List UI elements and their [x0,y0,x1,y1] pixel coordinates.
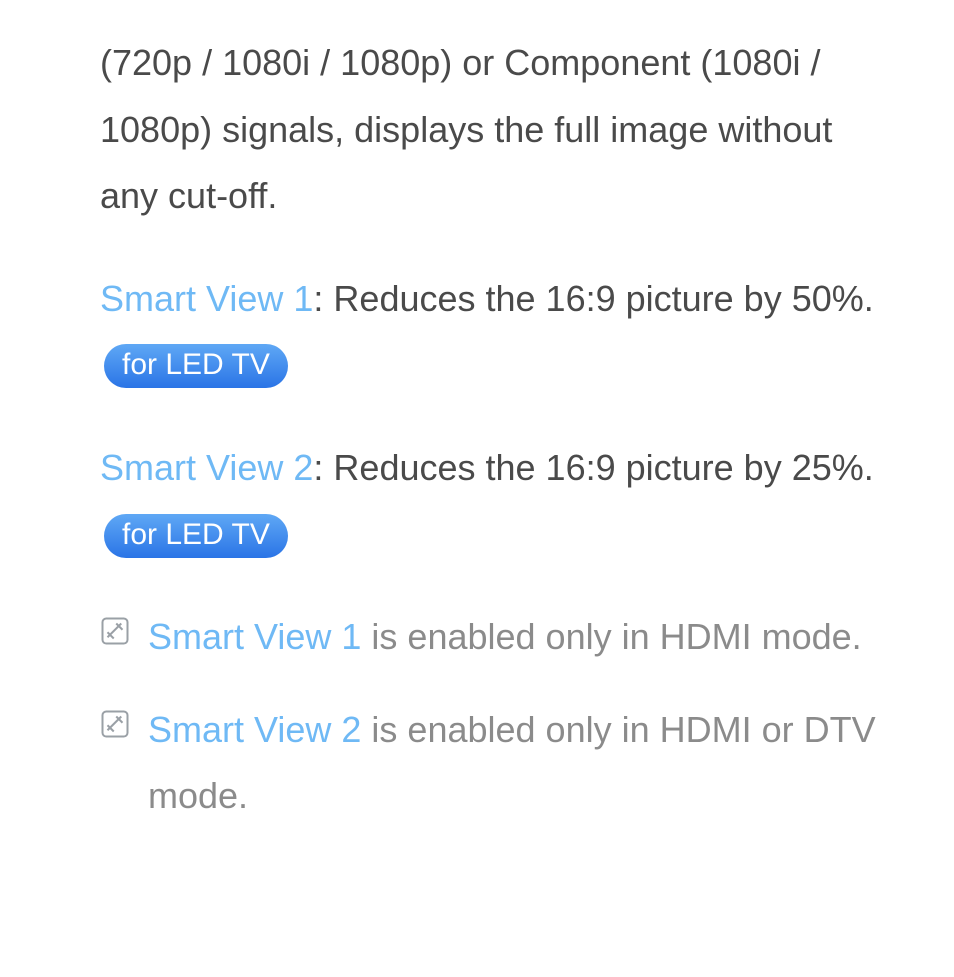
item-desc: : Reduces the 16:9 picture by 25%. [313,447,873,488]
led-tv-badge: for LED TV [104,344,288,388]
intro-text: (720p / 1080i / 1080p) or Component (108… [100,42,832,216]
note-text: Smart View 1 is enabled only in HDMI mod… [148,604,862,671]
note-term: Smart View 2 [148,709,361,750]
item-paragraph-1: Smart View 1: Reduces the 16:9 picture b… [100,266,894,399]
note-icon [100,616,130,646]
intro-paragraph: (720p / 1080i / 1080p) or Component (108… [100,30,894,230]
note-text: Smart View 2 is enabled only in HDMI or … [148,697,894,830]
item-paragraph-2: Smart View 2: Reduces the 16:9 picture b… [100,435,894,568]
note-term: Smart View 1 [148,616,361,657]
led-tv-badge: for LED TV [104,514,288,558]
note-row-1: Smart View 1 is enabled only in HDMI mod… [100,604,894,671]
document-page: (720p / 1080i / 1080p) or Component (108… [0,0,954,896]
note-rest: is enabled only in HDMI mode. [361,616,861,657]
item-desc: : Reduces the 16:9 picture by 50%. [313,278,873,319]
note-icon [100,709,130,739]
item-term: Smart View 1 [100,278,313,319]
item-term: Smart View 2 [100,447,313,488]
note-row-2: Smart View 2 is enabled only in HDMI or … [100,697,894,830]
